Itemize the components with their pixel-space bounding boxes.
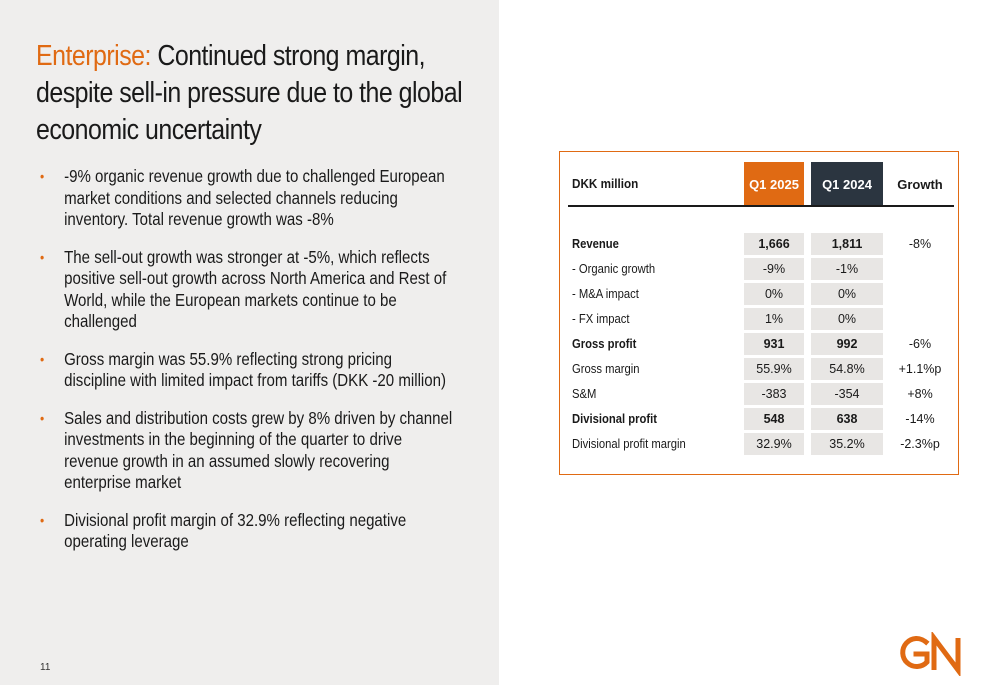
cell-growth — [890, 258, 950, 280]
row-label: - FX impact — [572, 312, 630, 326]
bullet-item: • Sales and distribution costs grew by 8%… — [40, 408, 453, 494]
bullet-item: • Divisional profit margin of 32.9% refle… — [40, 510, 453, 553]
bullet-item: • The sell-out growth was stronger at -5%… — [40, 247, 453, 333]
table-row: Divisional profit margin 32.9% 35.2% -2.… — [560, 432, 960, 457]
gn-logo — [900, 632, 961, 676]
bullet-text: Sales and distribution costs grew by 8% … — [64, 407, 453, 493]
cell-growth: +1.1%p — [898, 362, 942, 376]
cell-q1-2025: 55.9% — [744, 358, 804, 380]
row-label: Divisional profit — [572, 412, 658, 426]
row-label: Gross profit — [572, 337, 637, 351]
cell-q1-2025: -9% — [744, 258, 804, 280]
bullet-text: Divisional profit margin of 32.9% reflec… — [64, 509, 407, 552]
row-label: Gross margin — [572, 362, 640, 376]
cell-growth — [890, 283, 950, 305]
financial-table: DKK million Q1 2025 Q1 2024 Growth Reven… — [559, 151, 959, 475]
column-header-growth: Growth — [897, 176, 943, 192]
header-divider — [568, 205, 954, 207]
bullet-marker: • — [40, 168, 45, 184]
row-label: Revenue — [572, 237, 619, 251]
slide-title: Enterprise: Continued strong margin, des… — [36, 38, 475, 149]
title-rest: Continued strong margin, despite sell-in… — [36, 40, 463, 146]
table-row: Gross profit 931 992 -6% — [560, 332, 960, 357]
column-header-q1-2025: Q1 2025 — [744, 162, 804, 206]
cell-q1-2025: 931 — [744, 333, 804, 355]
cell-growth: +8% — [907, 387, 933, 401]
page-number: 11 — [40, 662, 51, 673]
table-row: - M&A impact 0% 0% — [560, 282, 960, 307]
cell-q1-2025: 0% — [744, 283, 804, 305]
cell-q1-2025: 548 — [744, 408, 804, 430]
row-label: Divisional profit margin — [572, 437, 686, 451]
cell-growth — [890, 308, 950, 330]
table-row: Revenue 1,666 1,811 -8% — [560, 232, 960, 257]
bullet-text: The sell-out growth was stronger at -5%,… — [64, 246, 447, 332]
bullet-text: Gross margin was 55.9% reflecting strong… — [64, 348, 447, 391]
bullet-marker: • — [40, 409, 45, 426]
row-label: S&M — [572, 387, 597, 401]
bullet-text: -9% organic revenue growth due to challe… — [64, 166, 445, 229]
table-header-label: DKK million — [572, 176, 639, 191]
bullet-item: • -9% organic revenue growth due to chall… — [40, 166, 453, 231]
cell-q1-2025: 32.9% — [744, 433, 804, 455]
cell-q1-2025: 1,666 — [744, 233, 804, 255]
column-header-q1-2024: Q1 2024 — [811, 162, 883, 206]
table-row: Gross margin 55.9% 54.8% +1.1%p — [560, 357, 960, 382]
cell-q1-2024: 638 — [811, 408, 883, 430]
cell-q1-2024: 0% — [811, 283, 883, 305]
cell-q1-2024: 0% — [811, 308, 883, 330]
cell-q1-2024: -1% — [811, 258, 883, 280]
table-body: DKK million Q1 2025 Q1 2024 Growth Reven… — [560, 152, 960, 476]
table-row: Divisional profit 548 638 -14% — [560, 407, 960, 432]
bullet-marker: • — [40, 350, 45, 367]
cell-q1-2025: -383 — [744, 383, 804, 405]
cell-q1-2024: 35.2% — [811, 433, 883, 455]
cell-q1-2024: 54.8% — [811, 358, 883, 380]
row-label: - Organic growth — [572, 262, 656, 276]
cell-q1-2024: -354 — [811, 383, 883, 405]
cell-growth: -6% — [908, 337, 932, 351]
bullet-item: • Gross margin was 55.9% reflecting stron… — [40, 349, 453, 392]
cell-growth: -8% — [908, 237, 932, 251]
cell-growth: -2.3%p — [900, 437, 940, 451]
table-row: - FX impact 1% 0% — [560, 307, 960, 332]
cell-q1-2024: 1,811 — [811, 233, 883, 255]
cell-growth: -14% — [905, 412, 935, 426]
bullet-marker: • — [40, 511, 45, 528]
bullet-marker: • — [40, 248, 45, 265]
cell-q1-2025: 1% — [744, 308, 804, 330]
table-row: - Organic growth -9% -1% — [560, 257, 960, 282]
row-label: - M&A impact — [572, 287, 639, 301]
title-accent: Enterprise: — [36, 40, 151, 72]
cell-q1-2024: 992 — [811, 333, 883, 355]
left-panel — [0, 0, 499, 685]
table-row: S&M -383 -354 +8% — [560, 382, 960, 407]
bullet-list: • -9% organic revenue growth due to chall… — [40, 166, 453, 569]
